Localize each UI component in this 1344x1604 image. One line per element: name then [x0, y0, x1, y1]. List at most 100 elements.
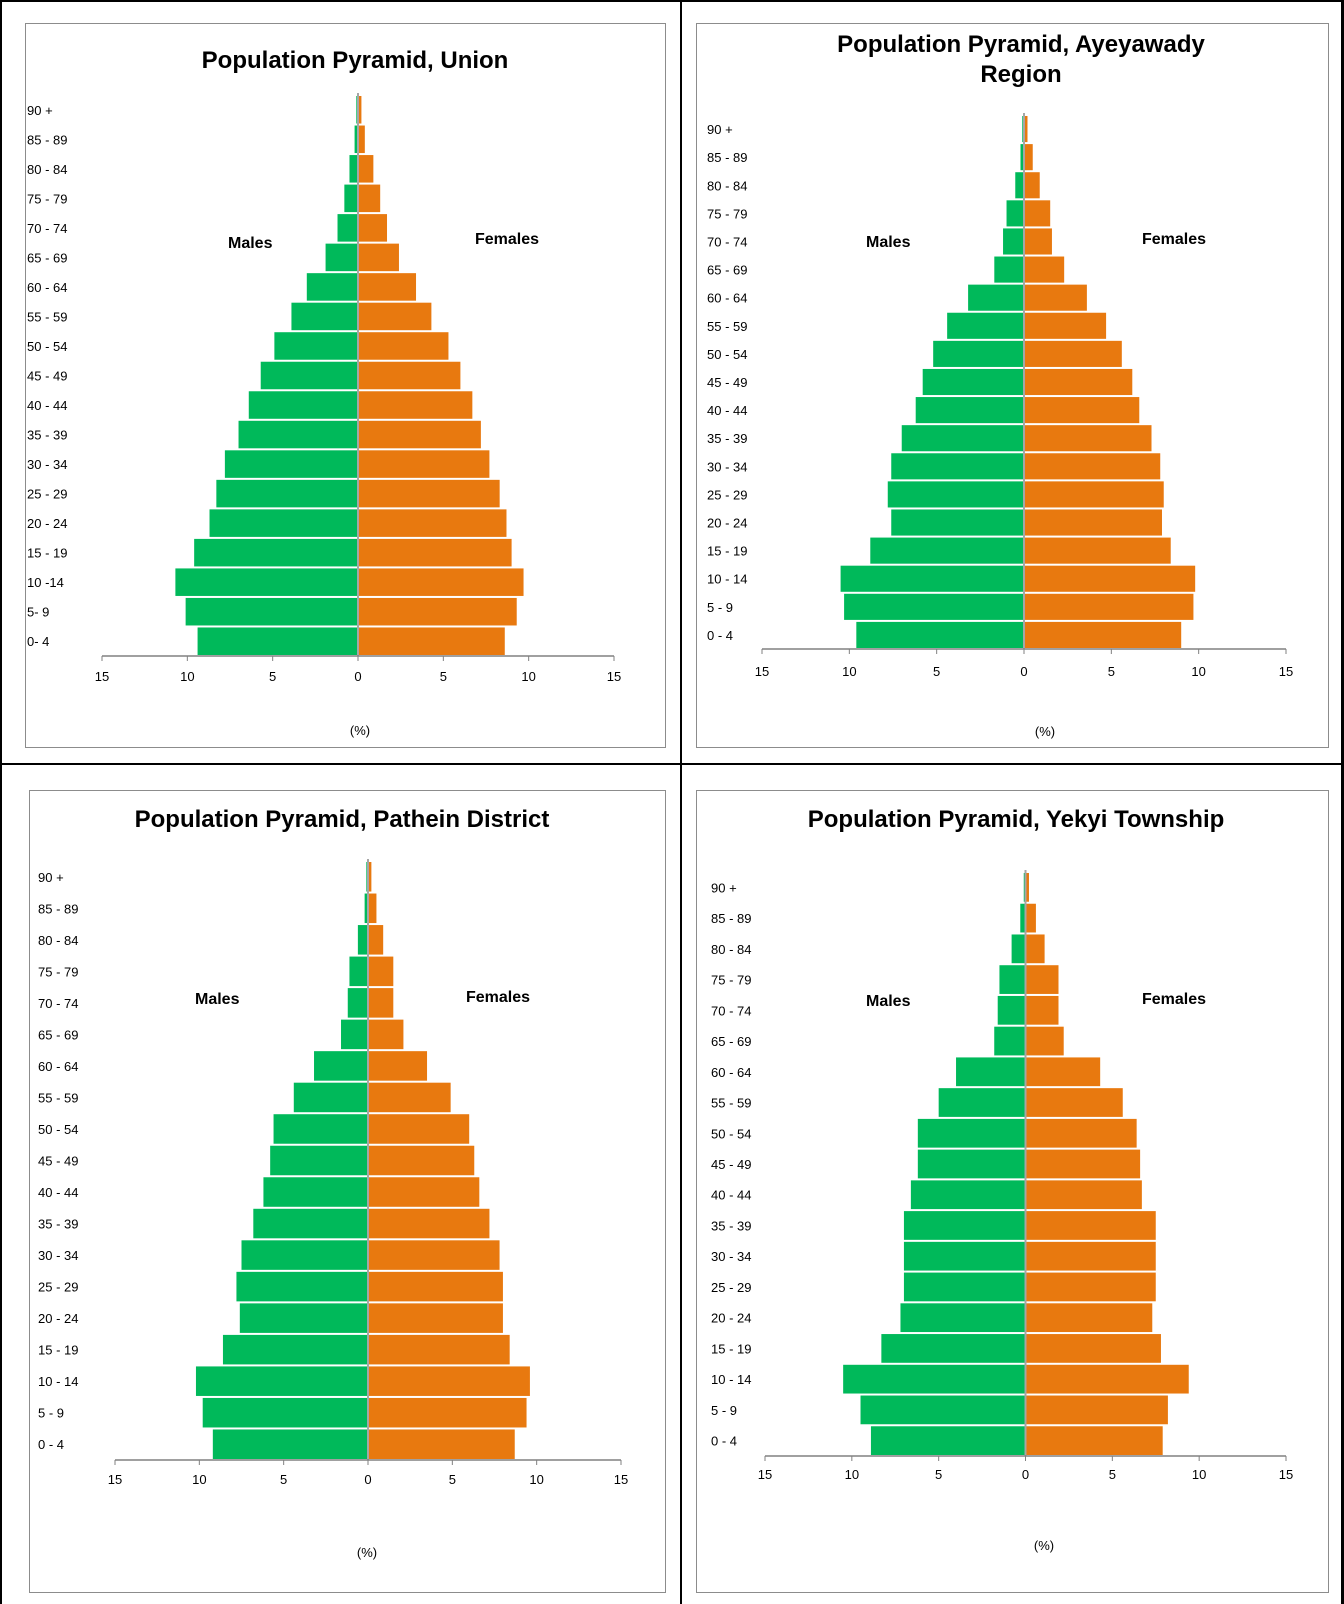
- x-tick-label: 5: [935, 1467, 942, 1482]
- age-group-label: 30 - 34: [27, 457, 67, 472]
- male-bar: [194, 538, 358, 567]
- age-group-label: 45 - 49: [38, 1154, 78, 1169]
- age-group-label: 90 +: [27, 103, 53, 118]
- chart-title: Population Pyramid, Union: [202, 47, 509, 74]
- female-bar: [358, 627, 505, 655]
- female-bar: [1025, 1026, 1064, 1056]
- chart-title: Population Pyramid, Pathein District: [135, 806, 550, 833]
- age-group-label: 75 - 79: [27, 191, 67, 206]
- age-group-label: 65 - 69: [38, 1027, 78, 1042]
- male-bar: [222, 1334, 368, 1365]
- age-group-label: 70 - 74: [27, 221, 67, 236]
- female-bar: [358, 597, 517, 626]
- male-bar: [997, 995, 1026, 1025]
- age-group-label: 90 +: [707, 122, 733, 137]
- male-bar: [202, 1397, 368, 1428]
- female-bar: [368, 1334, 510, 1365]
- male-bar: [1003, 228, 1024, 255]
- male-bar: [891, 509, 1024, 536]
- male-bar: [999, 965, 1026, 994]
- age-group-label: 10 -14: [27, 575, 64, 590]
- x-tick-label: 15: [95, 669, 109, 684]
- pyramid-chart-ayeyawady: Population Pyramid, Ayeyawady Region Mal…: [707, 31, 1293, 739]
- age-group-label: 0 - 4: [711, 1434, 737, 1449]
- x-tick-label: 0: [1022, 1467, 1029, 1482]
- age-group-label: 50 - 54: [711, 1126, 751, 1141]
- female-bar: [368, 956, 394, 987]
- x-axis-label: (%): [357, 1545, 377, 1560]
- pyramid-chart-union: Population Pyramid, Union Males Females …: [27, 47, 621, 738]
- male-bar: [197, 627, 358, 655]
- male-bar: [354, 125, 358, 154]
- age-group-label: 15 - 19: [27, 546, 67, 561]
- female-bar: [368, 1303, 503, 1333]
- x-tick-label: 15: [1279, 1467, 1293, 1482]
- male-bar: [344, 184, 358, 213]
- male-bar: [917, 1118, 1026, 1148]
- male-bar: [325, 243, 358, 272]
- female-bar: [1025, 1118, 1137, 1148]
- male-bar: [349, 155, 358, 183]
- female-bar: [1024, 340, 1122, 367]
- male-bar: [881, 1334, 1026, 1363]
- males-label: Males: [228, 235, 273, 252]
- age-group-label: 55 - 59: [27, 309, 67, 324]
- age-group-label: 25 - 29: [38, 1280, 78, 1295]
- age-group-label: 35 - 39: [38, 1217, 78, 1232]
- x-tick-label: 5: [269, 669, 276, 684]
- male-bar: [903, 1211, 1026, 1240]
- female-bar: [1024, 621, 1182, 648]
- male-bar: [910, 1180, 1026, 1210]
- x-tick-label: 15: [755, 664, 769, 679]
- age-group-label: 40 - 44: [711, 1188, 751, 1203]
- female-bar: [1024, 368, 1133, 396]
- pyramid-chart-yekyi: Population Pyramid, Yekyi Township Males…: [711, 806, 1293, 1553]
- male-bar: [844, 593, 1024, 620]
- x-tick-label: 15: [758, 1467, 772, 1482]
- age-group-label: 5 - 9: [711, 1403, 737, 1418]
- male-bar: [1015, 172, 1024, 199]
- x-tick-label: 10: [180, 669, 194, 684]
- age-group-label: 35 - 39: [27, 428, 67, 443]
- age-group-label: 20 - 24: [38, 1311, 78, 1326]
- age-group-label: 90 +: [711, 880, 737, 895]
- female-bar: [1024, 200, 1051, 227]
- male-bar: [994, 1026, 1026, 1056]
- male-bar: [216, 479, 358, 508]
- male-bar: [856, 621, 1024, 648]
- female-bar: [358, 243, 399, 272]
- age-group-label: 15 - 19: [38, 1343, 78, 1358]
- age-group-label: 25 - 29: [707, 487, 747, 502]
- age-group-label: 15 - 19: [711, 1341, 751, 1356]
- x-tick-label: 5: [449, 1472, 456, 1487]
- female-bar: [358, 302, 432, 331]
- age-group-label: 15 - 19: [707, 544, 747, 559]
- female-bar: [358, 361, 461, 390]
- male-bar: [314, 1051, 368, 1081]
- male-bar: [248, 391, 358, 419]
- age-group-label: 40 - 44: [707, 403, 747, 418]
- female-bar: [368, 1240, 500, 1270]
- age-group-label: 60 - 64: [27, 280, 67, 295]
- female-bar: [368, 1177, 480, 1207]
- males-label: Males: [866, 993, 911, 1010]
- age-group-label: 20 - 24: [707, 516, 747, 531]
- female-bar: [368, 1429, 515, 1459]
- age-group-label: 85 - 89: [707, 150, 747, 165]
- age-group-label: 25 - 29: [27, 487, 67, 502]
- age-group-label: 45 - 49: [27, 369, 67, 384]
- age-group-label: 0 - 4: [707, 628, 733, 643]
- table-divider-horizontal: [0, 763, 1344, 765]
- pyramid-chart-pathein: Population Pyramid, Pathein District Mal…: [38, 806, 628, 1560]
- female-bar: [368, 1208, 490, 1239]
- age-group-label: 50 - 54: [707, 347, 747, 362]
- male-bar: [843, 1364, 1026, 1394]
- female-bar: [368, 988, 394, 1018]
- male-bar: [209, 509, 358, 537]
- male-bar: [270, 1145, 368, 1176]
- female-bar: [1024, 565, 1196, 592]
- female-bar: [358, 509, 507, 537]
- male-bar: [347, 988, 368, 1018]
- male-bar: [195, 1366, 368, 1396]
- age-group-label: 0 - 4: [38, 1437, 64, 1452]
